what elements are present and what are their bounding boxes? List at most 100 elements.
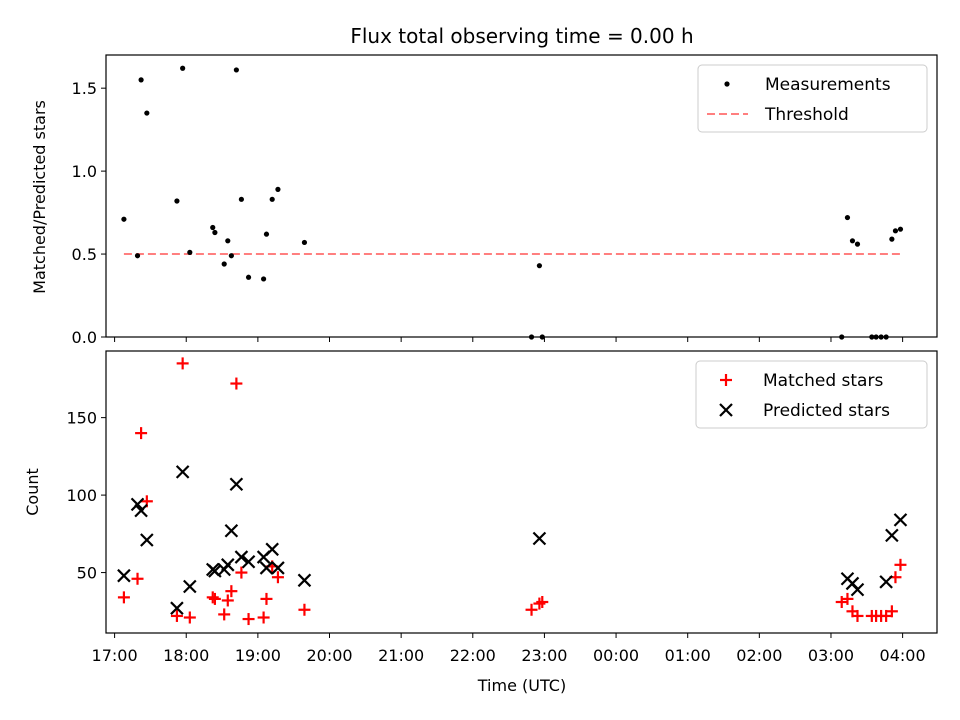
legend-predicted-label: Predicted stars — [763, 401, 890, 421]
predicted-star-point — [271, 561, 285, 575]
bottom-axes-frame — [105, 350, 938, 634]
predicted-star-point — [183, 579, 197, 594]
measurement-point — [210, 224, 216, 231]
measurement-point — [892, 228, 899, 234]
matched-star-point — [117, 591, 130, 604]
measurement-point — [897, 226, 904, 232]
measurement-point — [233, 67, 239, 73]
matched-star-point — [170, 609, 183, 622]
measurement-point — [269, 196, 275, 202]
xtick-label: 18:00 — [163, 646, 209, 665]
predicted-star-point — [265, 542, 279, 557]
chart-title: Flux total observing time = 0.00 h — [350, 24, 693, 48]
matched-star-point — [183, 611, 196, 624]
xtick-label: 00:00 — [593, 646, 639, 665]
measurement-point — [854, 241, 861, 247]
xtick-label: 03:00 — [808, 646, 854, 665]
predicted-star-point — [140, 533, 154, 547]
ytick-label: 1.0 — [72, 162, 97, 181]
measurement-point — [301, 239, 308, 246]
count-points — [117, 357, 908, 626]
matched-star-point — [525, 603, 538, 616]
predicted-star-point — [170, 601, 184, 615]
xtick-label: 21:00 — [378, 646, 424, 665]
xtick-label: 20:00 — [306, 646, 352, 665]
predicted-star-point — [134, 503, 148, 518]
measurement-point — [121, 216, 127, 222]
measurement-point — [844, 214, 851, 221]
matched-star-point — [131, 572, 144, 585]
measurement-point — [263, 231, 270, 237]
measurement-point — [849, 238, 856, 244]
bottom-legend-box — [695, 360, 928, 429]
bottom-legend: Matched stars Predicted stars — [695, 360, 928, 429]
top-panel-ratio: Matched/Predicted stars 0.0 0.5 1.0 1.5 Mea… — [30, 54, 938, 347]
predicted-star-point — [259, 561, 274, 575]
matched-star-point — [242, 613, 255, 626]
predicted-star-point — [229, 477, 244, 492]
predicted-star-point — [879, 575, 893, 589]
top-axes-frame — [105, 54, 938, 338]
measurement-point — [221, 261, 227, 267]
measurement-point — [245, 274, 252, 280]
bottom-ylabel: Count — [23, 468, 42, 516]
bottom-panel-counts: Count Time (UTC) 50 100 150 17:00 18:00 19:00… — [23, 350, 938, 695]
matched-star-point — [260, 592, 273, 605]
measurement-point — [228, 253, 234, 259]
legend-matched-marker — [720, 374, 732, 386]
matched-star-point — [533, 597, 546, 610]
predicted-star-point — [234, 550, 249, 564]
predicted-star-point — [893, 513, 908, 527]
matched-star-point — [208, 592, 221, 605]
legend-threshold-label: Threshold — [764, 105, 849, 125]
matched-star-point — [235, 566, 248, 579]
ytick-label: 0.0 — [72, 328, 97, 347]
matched-star-point — [851, 609, 864, 622]
predicted-star-point — [532, 531, 547, 546]
xtick-label: 22:00 — [450, 646, 496, 665]
top-ylabel: Matched/Predicted stars — [30, 100, 49, 294]
legend-measurements-marker — [724, 81, 730, 87]
matched-star-point — [257, 611, 270, 624]
matched-star-point — [271, 571, 284, 584]
xtick-label: 19:00 — [235, 646, 281, 665]
xtick-label: 04:00 — [880, 646, 926, 665]
predicted-star-point — [117, 568, 131, 583]
predicted-star-point — [175, 465, 190, 479]
xtick-label: 17:00 — [92, 646, 138, 665]
matched-star-point — [206, 591, 219, 604]
measurement-point — [238, 196, 244, 202]
measurement-point — [174, 198, 180, 204]
measurement-point — [134, 253, 141, 259]
ytick-label: 0.5 — [72, 245, 97, 264]
ytick-label: 50 — [77, 564, 97, 583]
ytick-label: 150 — [66, 409, 97, 428]
top-legend: Measurements Threshold — [697, 64, 928, 133]
xtick-label: 23:00 — [521, 646, 567, 665]
predicted-star-point — [241, 554, 256, 569]
measurement-point — [138, 77, 144, 83]
matched-star-point — [225, 585, 238, 598]
measurement-point — [144, 110, 150, 116]
predicted-star-point — [885, 528, 899, 543]
matched-star-point — [230, 377, 243, 390]
predicted-star-point — [850, 582, 865, 597]
measurement-point — [889, 236, 895, 242]
xtick-label: 02:00 — [736, 646, 782, 665]
top-legend-box — [697, 64, 928, 133]
matched-star-point — [885, 605, 898, 618]
measurement-point — [225, 238, 231, 244]
matched-star-point — [218, 608, 231, 621]
legend-measurements-label: Measurements — [765, 75, 891, 95]
matched-star-point — [176, 357, 189, 370]
measurement-point — [261, 276, 267, 282]
matched-star-point — [221, 594, 234, 607]
ytick-label: 1.5 — [72, 79, 97, 98]
legend-predicted-marker — [719, 403, 733, 417]
predicted-star-point — [224, 523, 239, 538]
predicted-star-point — [297, 573, 312, 588]
matched-star-point — [298, 603, 311, 616]
matched-star-point — [135, 427, 148, 440]
bottom-xlabel: Time (UTC) — [477, 676, 566, 695]
